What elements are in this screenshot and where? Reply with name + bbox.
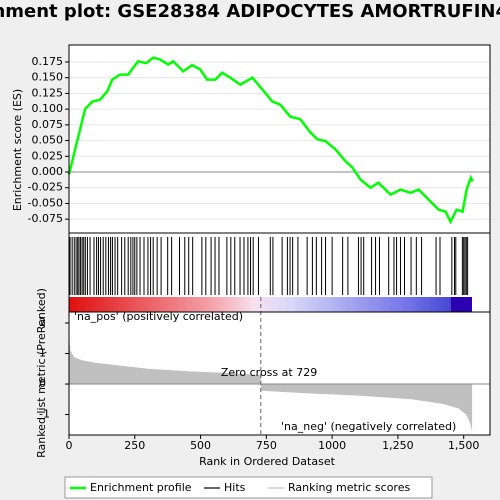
y-tick-label: 0 [39, 377, 46, 390]
legend [64, 476, 433, 499]
y-axis-label: Enrichment score (ES) [11, 89, 24, 211]
annotation: 'na_neg' (negatively correlated) [281, 420, 456, 433]
heat-bar [69, 297, 472, 312]
x-tick-label: 1,250 [382, 439, 414, 452]
y-axis-label: Ranked list metric (PreRanked) [35, 288, 48, 458]
x-tick-label: 1000 [318, 439, 346, 452]
x-tick-label: 0 [66, 439, 73, 452]
annotation: Zero cross at 729 [221, 366, 317, 379]
x-tick-label: 250 [124, 439, 145, 452]
x-tick-label: 500 [190, 439, 211, 452]
x-tick-label: 750 [256, 439, 277, 452]
legend-label: Enrichment profile [90, 481, 192, 494]
x-tick-label: 1,500 [448, 439, 480, 452]
y-tick-label: -1 [39, 408, 50, 421]
annotation: 'na_pos' (positively correlated) [74, 310, 243, 323]
y-tick-label: 0.175 [32, 55, 64, 68]
x-axis-label: Rank in Ordered Dataset [199, 455, 336, 468]
y-tick-label: 0.100 [32, 102, 64, 115]
y-tick-label: -0.075 [28, 212, 63, 225]
y-tick-label: -0.050 [28, 196, 63, 209]
heat-bar-end [451, 297, 472, 312]
legend-label: Hits [224, 481, 246, 494]
y-tick-label: 0.025 [32, 149, 64, 162]
y-tick-label: 0.150 [32, 71, 64, 84]
plot-layer [67, 56, 490, 435]
y-tick-label: 0.000 [32, 165, 64, 178]
y-tick-label: 0.050 [32, 134, 64, 147]
y-tick-label: 0.075 [32, 118, 64, 131]
es-line [67, 56, 474, 225]
y-tick-label: 2 [39, 316, 46, 329]
y-tick-label: 0.125 [32, 86, 64, 99]
metric-area [69, 335, 473, 432]
y-tick-label: 1 [39, 347, 46, 360]
y-tick-label: -0.025 [28, 181, 63, 194]
metric-frame [68, 311, 491, 436]
chart-title: Enrichment plot: GSE28384 ADIPOCYTES AMO… [0, 1, 500, 22]
legend-label: Ranking metric scores [288, 481, 410, 494]
